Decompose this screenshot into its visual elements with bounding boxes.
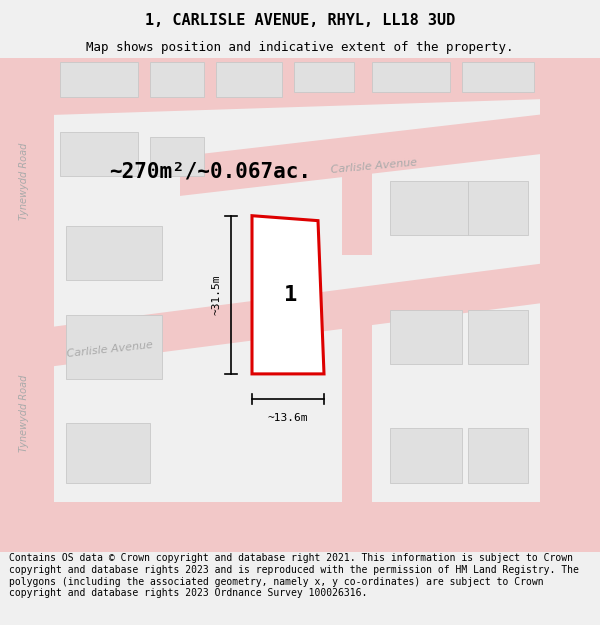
Bar [372, 62, 450, 92]
Text: ~31.5m: ~31.5m [212, 274, 222, 315]
Polygon shape [540, 52, 600, 557]
Bar [66, 423, 150, 483]
Polygon shape [342, 295, 372, 503]
Polygon shape [252, 216, 324, 374]
Text: Contains OS data © Crown copyright and database right 2021. This information is : Contains OS data © Crown copyright and d… [9, 553, 579, 598]
Bar [390, 309, 462, 364]
Polygon shape [0, 503, 600, 557]
Bar [294, 62, 354, 92]
Polygon shape [0, 52, 54, 557]
Text: ~270m²/~0.067ac.: ~270m²/~0.067ac. [109, 161, 311, 181]
Polygon shape [180, 107, 600, 196]
Bar [390, 181, 468, 236]
Text: 1: 1 [284, 285, 298, 305]
Bar [216, 62, 282, 97]
Bar [66, 226, 162, 280]
Bar [468, 309, 528, 364]
Text: Carlisle Avenue: Carlisle Avenue [66, 339, 154, 359]
Bar [60, 62, 138, 97]
Bar [468, 428, 528, 483]
Bar [60, 132, 138, 176]
Bar [468, 181, 528, 236]
Polygon shape [0, 52, 600, 117]
Bar [66, 314, 162, 379]
Polygon shape [342, 156, 372, 255]
Text: ~13.6m: ~13.6m [268, 414, 308, 424]
Text: Tynewydd Road: Tynewydd Road [19, 142, 29, 220]
Polygon shape [0, 255, 600, 374]
Bar [150, 62, 204, 97]
Bar [390, 428, 462, 483]
Text: Map shows position and indicative extent of the property.: Map shows position and indicative extent… [86, 41, 514, 54]
Bar [150, 137, 204, 176]
Text: 1, CARLISLE AVENUE, RHYL, LL18 3UD: 1, CARLISLE AVENUE, RHYL, LL18 3UD [145, 12, 455, 28]
Bar [462, 62, 534, 92]
Text: Tynewydd Road: Tynewydd Road [19, 375, 29, 452]
Text: Carlisle Avenue: Carlisle Avenue [330, 158, 417, 175]
